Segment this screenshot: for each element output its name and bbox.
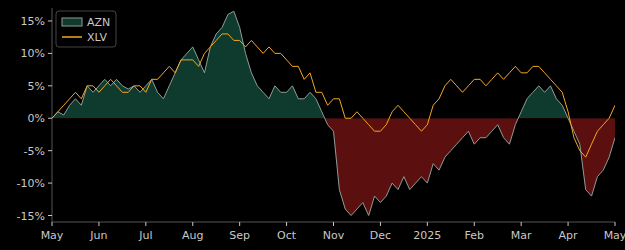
x-tick-label: Sep xyxy=(229,229,250,242)
x-tick xyxy=(615,222,616,226)
negative-area xyxy=(52,118,615,215)
series-line xyxy=(52,34,615,157)
y-tick xyxy=(48,150,52,151)
x-tick-label: May xyxy=(604,229,625,242)
x-tick-label: Feb xyxy=(465,229,484,242)
y-tick xyxy=(48,85,52,86)
x-tick xyxy=(521,222,522,226)
y-tick xyxy=(48,183,52,184)
x-tick-label: Mar xyxy=(511,229,532,242)
legend-label: AZN xyxy=(87,16,110,29)
y-tick-label: -15% xyxy=(17,210,45,223)
x-tick-label: 2025 xyxy=(413,229,441,242)
legend-box xyxy=(56,11,116,47)
x-tick-label: May xyxy=(41,229,64,242)
x-tick-label: Jul xyxy=(138,229,152,242)
x-tick-label: Oct xyxy=(277,229,297,242)
y-tick xyxy=(48,20,52,21)
x-tick-label: Jun xyxy=(89,229,107,242)
x-tick xyxy=(380,222,381,226)
chart: -15% -10% -5% 0% 5% 10% 15% May Jun Jul Aug Sep Oct N… xyxy=(0,0,625,250)
x-tick-label: Aug xyxy=(182,229,203,242)
negative-area-group xyxy=(52,118,615,215)
background xyxy=(0,0,625,250)
x-tick xyxy=(286,222,287,226)
y-tick-label: 5% xyxy=(28,80,45,93)
series-line xyxy=(52,11,615,215)
x-tick xyxy=(98,222,99,226)
positive-area-group xyxy=(52,11,615,118)
x-tick xyxy=(145,222,146,226)
x-tick-label: Apr xyxy=(559,229,579,242)
x-tick xyxy=(52,222,53,226)
x-tick-label: Dec xyxy=(370,229,391,242)
y-tick xyxy=(48,118,52,119)
legend: AZN XLV xyxy=(56,11,116,47)
y-tick-label: 15% xyxy=(21,15,45,28)
x-tick xyxy=(239,222,240,226)
y-tick-label: -10% xyxy=(17,177,45,190)
x-tick xyxy=(568,222,569,226)
legend-swatch xyxy=(62,36,82,38)
y-tick-label: 10% xyxy=(21,47,45,60)
x-tick xyxy=(474,222,475,226)
x-tick xyxy=(192,222,193,226)
legend-swatch xyxy=(62,18,82,26)
y-tick xyxy=(48,53,52,54)
plot-area xyxy=(52,11,615,215)
x-tick-label: Nov xyxy=(323,229,345,242)
x-tick xyxy=(427,222,428,226)
x-tick xyxy=(333,222,334,226)
positive-area xyxy=(52,11,615,118)
y-tick-label: 0% xyxy=(28,112,45,125)
y-axis-line xyxy=(52,8,53,222)
y-tick xyxy=(48,215,52,216)
legend-label: XLV xyxy=(87,31,107,44)
y-tick-label: -5% xyxy=(24,145,45,158)
